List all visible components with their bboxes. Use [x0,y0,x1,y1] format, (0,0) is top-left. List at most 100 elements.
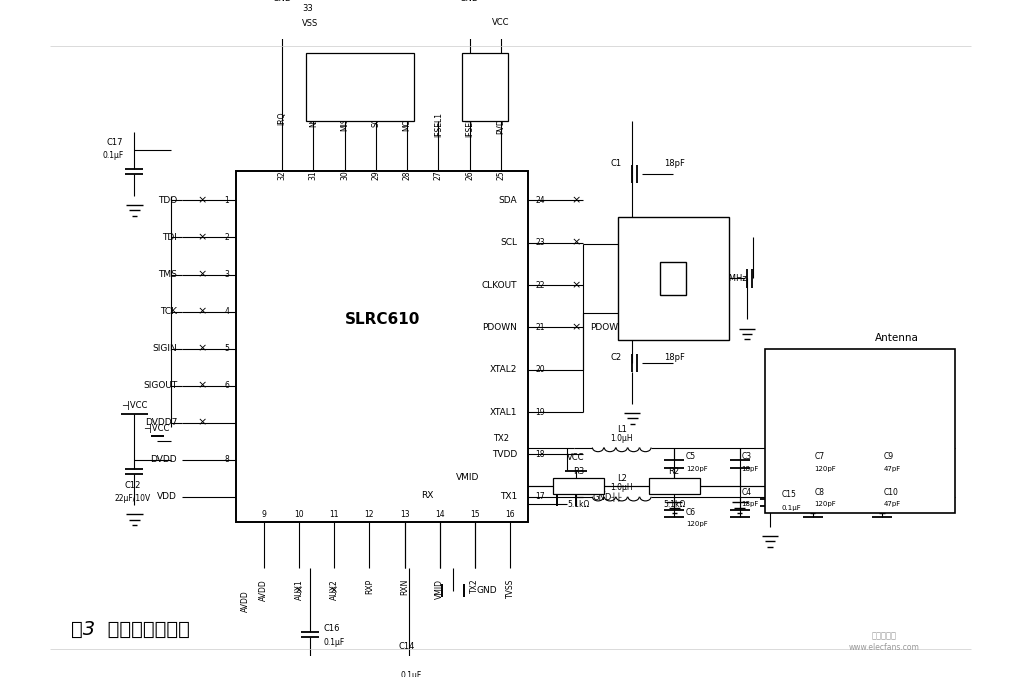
Text: 24: 24 [536,196,545,205]
Bar [661,262,686,294]
Text: AUX1: AUX1 [294,579,303,600]
Text: GND: GND [273,0,292,3]
Bar [306,53,415,121]
Text: 26: 26 [466,171,474,180]
Text: SDA: SDA [498,196,518,205]
Text: TDO: TDO [158,196,178,205]
Text: 27.12MHz: 27.12MHz [706,274,747,283]
Text: VCC: VCC [567,453,584,462]
Text: C16: C16 [324,624,340,634]
Text: 10: 10 [294,510,304,519]
Text: IFSEL0: IFSEL0 [466,112,474,137]
Text: 21: 21 [536,323,545,332]
Text: VSS: VSS [302,19,319,28]
Text: 20: 20 [536,366,545,374]
Text: ×: × [197,269,206,280]
Text: DVDD7: DVDD7 [145,418,178,427]
Text: 16: 16 [505,510,515,519]
Text: XTAL1: XTAL1 [490,408,518,416]
Text: RXN: RXN [400,579,409,595]
Text: C9: C9 [884,452,894,461]
Text: Antenna: Antenna [875,333,919,343]
Text: GND: GND [476,586,497,595]
Text: ×: × [295,586,303,596]
Text: XTAL2: XTAL2 [490,366,518,374]
Text: TDI: TDI [162,233,178,242]
Text: L1: L1 [617,424,627,434]
Text: 30: 30 [340,171,349,180]
Text: C14: C14 [398,642,415,651]
Text: C2: C2 [611,353,622,362]
Text: NSS: NSS [308,112,318,127]
Text: 47pF: 47pF [884,501,902,507]
Text: TX1: TX1 [590,485,606,494]
Text: AVDD: AVDD [259,579,269,600]
Text: 33: 33 [302,5,312,14]
Text: SIGIN: SIGIN [152,344,178,353]
Text: 22μF/10V: 22μF/10V [114,494,151,504]
Text: 0.1μF: 0.1μF [324,638,345,647]
Text: ×: × [571,280,580,290]
Text: SCK: SCK [372,80,381,95]
Text: C15: C15 [782,490,796,500]
Text: C7: C7 [815,452,825,461]
Text: C17: C17 [107,139,124,148]
Text: RX: RX [421,492,433,500]
Text: MISO: MISO [340,78,349,97]
Text: 5: 5 [225,344,229,353]
Text: 4: 4 [225,307,229,316]
Text: IRQ: IRQ [278,112,287,125]
Text: NSS: NSS [308,80,318,95]
Text: 18pF: 18pF [741,466,759,473]
Text: 14: 14 [435,510,444,519]
Text: PDOWN: PDOWN [590,323,625,332]
Text: TCK: TCK [160,307,178,316]
Text: 0.1μF: 0.1μF [400,671,422,677]
Text: 3: 3 [225,270,229,279]
Text: VMID: VMID [435,579,444,599]
Text: C6: C6 [686,508,696,517]
Text: 32: 32 [278,171,287,180]
Text: 1.0μH: 1.0μH [611,434,633,443]
Text: ×: × [197,307,206,317]
Text: C4: C4 [741,487,751,497]
Text: ─|VCC: ─|VCC [121,401,147,410]
Text: 图3  射频芯片电路图: 图3 射频芯片电路图 [70,620,190,639]
Text: 1: 1 [225,196,229,205]
Text: 15: 15 [470,510,480,519]
Text: CLKOUT: CLKOUT [482,280,518,290]
Text: SLRC610: SLRC610 [345,312,420,327]
Bar [766,349,955,513]
Text: GND: GND [460,0,479,3]
Text: ×: × [330,586,338,596]
Text: C8: C8 [815,487,825,497]
Text: 9: 9 [261,510,266,519]
Text: www.elecfans.com: www.elecfans.com [848,642,919,652]
Text: 0.1μF: 0.1μF [102,151,124,160]
Text: PVDD: PVDD [496,112,505,133]
Text: 1.0μH: 1.0μH [611,483,633,492]
Text: AVDD: AVDD [241,590,250,613]
Text: 23: 23 [536,238,545,247]
Text: TVSS: TVSS [505,579,515,598]
Text: 电子发烧友: 电子发烧友 [871,632,896,640]
Text: SIGOUT: SIGOUT [143,381,178,390]
Text: TMS: TMS [158,270,178,279]
Text: 5.1kΩ: 5.1kΩ [568,500,589,508]
Text: IFSEL1: IFSEL1 [434,112,443,137]
Text: 11: 11 [330,510,339,519]
Text: MOSI: MOSI [402,112,411,131]
Text: 18pF: 18pF [664,158,685,167]
Text: ×: × [571,322,580,332]
Text: 0.1μF: 0.1μF [782,505,801,510]
Text: PDOWN: PDOWN [483,323,518,332]
Text: 120pF: 120pF [686,466,708,473]
Text: C3: C3 [741,452,751,461]
Text: 19: 19 [536,408,545,416]
Text: ×: × [197,232,206,242]
Text: 17: 17 [536,492,545,501]
Text: VMID: VMID [456,473,480,482]
Text: AUX2: AUX2 [330,579,339,600]
Text: SCL: SCL [500,238,518,247]
Text: TX2: TX2 [471,579,480,594]
